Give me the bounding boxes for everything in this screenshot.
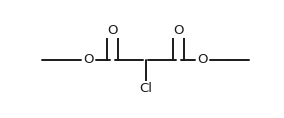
Text: O: O (83, 53, 93, 66)
Text: O: O (107, 24, 118, 37)
Text: O: O (198, 53, 208, 66)
Text: Cl: Cl (139, 82, 152, 95)
Text: O: O (173, 24, 184, 37)
